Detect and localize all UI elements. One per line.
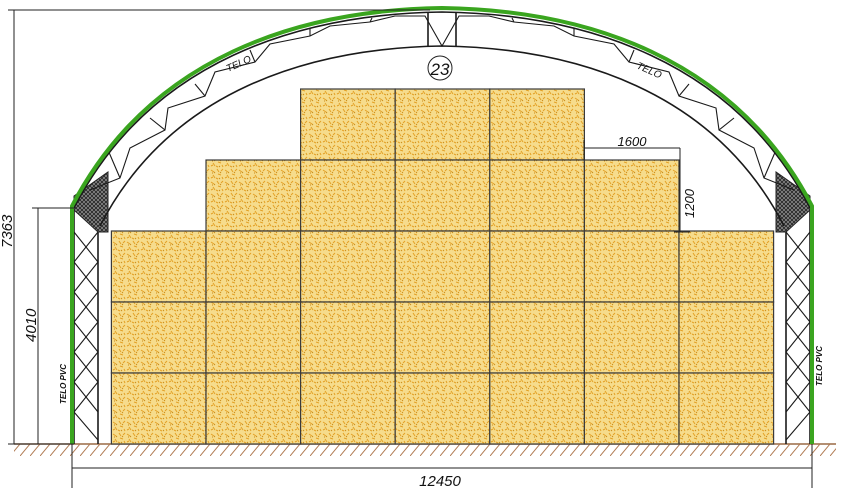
detail-callout: 23 [427, 55, 453, 81]
hay-bale [583, 372, 680, 445]
width-dimension: 12450 [71, 444, 813, 490]
hay-bale [678, 230, 775, 303]
hay-bale [110, 301, 207, 374]
hay-bale [300, 372, 396, 445]
detail-number: 23 [430, 60, 450, 79]
arc-label-right: TELO [635, 61, 664, 82]
hay-bale [583, 301, 680, 374]
total-width-label: 12450 [419, 473, 461, 490]
hay-bale [110, 230, 207, 303]
bale-stack [110, 88, 775, 445]
wall-label-left: TELO PVC [59, 364, 68, 404]
bale-width-dimension: 1600 [583, 134, 680, 160]
pvc-cover [70, 5, 814, 444]
hay-bale [394, 230, 491, 303]
left-wall-column [73, 171, 109, 444]
arch-truss [73, 11, 811, 227]
height-dimension: 7363 [0, 9, 430, 445]
hay-bale [489, 230, 585, 303]
hay-bale [300, 230, 396, 303]
hay-bale [205, 230, 302, 303]
hay-bale [394, 88, 491, 161]
ground [14, 443, 836, 456]
hay-bale [489, 88, 585, 161]
wall-height-label: 4010 [23, 308, 40, 342]
hay-bale [205, 159, 302, 232]
hay-bale [489, 159, 585, 232]
hay-bale [205, 301, 302, 374]
hay-bale [394, 372, 491, 445]
hay-bale [205, 372, 302, 445]
hay-bale [583, 159, 680, 232]
hay-bale [394, 301, 491, 374]
hay-bale [583, 230, 680, 303]
wall-height-dimension: 4010 [23, 207, 74, 444]
hay-bale [678, 372, 775, 445]
bale-width-label: 1600 [618, 134, 648, 149]
hay-bale [489, 301, 585, 374]
hay-bale [678, 301, 775, 374]
wall-label-right: TELO PVC [815, 346, 824, 386]
hay-bale [110, 372, 207, 445]
hay-bale [489, 372, 585, 445]
total-height-label: 7363 [0, 214, 16, 248]
hay-bale [394, 159, 491, 232]
bale-height-dimension: 1200 [674, 148, 697, 233]
hay-bale [300, 301, 396, 374]
hay-bale [300, 159, 396, 232]
hay-bale [300, 88, 396, 161]
right-wall-column [775, 171, 811, 444]
bale-height-label: 1200 [682, 188, 697, 218]
